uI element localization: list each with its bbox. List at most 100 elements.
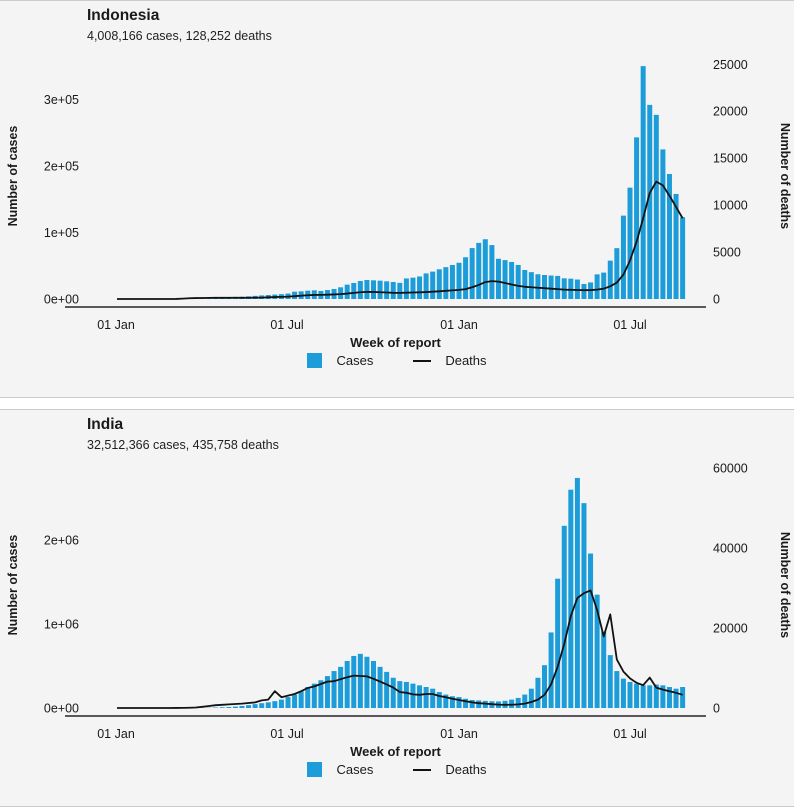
cases-legend-label: Cases: [336, 762, 374, 777]
right-axis-tick-label: 20000: [713, 622, 748, 636]
case-bar: [495, 258, 501, 299]
chart-title: India: [87, 416, 124, 433]
chart-subtitle: 4,008,166 cases, 128,252 deaths: [87, 29, 272, 43]
x-axis-tick-label: 01 Jul: [613, 727, 646, 741]
x-axis-tick-label: 01 Jan: [97, 318, 135, 332]
case-bar: [620, 215, 626, 299]
case-bar: [344, 284, 350, 299]
case-bar: [620, 678, 626, 708]
right-axis-tick-label: 10000: [713, 199, 748, 213]
case-bar: [357, 653, 363, 708]
case-bar: [410, 277, 416, 299]
case-bar: [469, 248, 475, 299]
case-bar: [489, 245, 495, 299]
case-bar: [660, 149, 666, 299]
case-bar: [522, 694, 528, 708]
case-bar: [653, 684, 659, 708]
deaths-line: [117, 589, 683, 709]
case-bar: [430, 688, 436, 708]
left-axis-title: Number of cases: [6, 126, 20, 227]
case-bar: [344, 660, 350, 708]
cases-legend-swatch: [307, 762, 323, 777]
case-bar: [443, 694, 449, 708]
case-bar: [338, 666, 344, 708]
case-bar: [476, 242, 482, 299]
case-bar: [528, 688, 534, 708]
case-bar: [259, 703, 265, 708]
right-axis-title: Number of deaths: [778, 123, 792, 229]
case-bar: [285, 697, 291, 708]
case-bar: [522, 270, 528, 299]
case-bar: [647, 104, 653, 299]
case-bar: [443, 267, 449, 299]
case-bar: [568, 489, 574, 708]
x-axis-tick-label: 01 Jan: [97, 727, 135, 741]
case-bar: [417, 685, 423, 708]
left-axis-tick-label: 0e+00: [44, 293, 79, 307]
case-bar: [423, 687, 429, 708]
left-axis-title: Number of cases: [6, 535, 20, 636]
cases-bars: [173, 66, 686, 299]
case-bar: [680, 687, 686, 708]
right-axis-tick-label: 20000: [713, 105, 748, 119]
case-bar: [384, 671, 390, 708]
case-bar: [324, 676, 330, 708]
case-bar: [318, 680, 324, 708]
case-bar: [351, 282, 357, 299]
case-bar: [449, 696, 455, 708]
case-bar: [548, 632, 554, 708]
case-bar: [298, 691, 304, 708]
left-axis-tick-label: 1e+05: [44, 226, 79, 240]
case-bar: [456, 697, 462, 708]
case-bar: [246, 705, 252, 708]
case-bar: [561, 278, 567, 299]
case-bar: [673, 193, 679, 299]
case-bar: [278, 699, 284, 708]
case-bar: [660, 685, 666, 708]
case-bar: [542, 665, 547, 708]
case-bar: [265, 702, 271, 708]
cases-legend-swatch: [307, 353, 323, 368]
right-axis-tick-label: 15000: [713, 152, 748, 166]
case-bar: [614, 671, 620, 708]
case-bar: [397, 681, 403, 708]
case-bar: [377, 666, 383, 708]
x-axis-tick-label: 01 Jul: [270, 318, 303, 332]
case-bar: [555, 275, 561, 299]
chart-subtitle: 32,512,366 cases, 435,758 deaths: [87, 438, 279, 452]
deaths-line: [117, 180, 684, 300]
deaths-legend-line: [413, 768, 432, 771]
case-bar: [634, 683, 640, 708]
case-bar: [463, 698, 469, 708]
case-bar: [653, 114, 659, 299]
case-bar: [364, 279, 370, 299]
right-axis-tick-label: 60000: [713, 462, 748, 476]
case-bar: [213, 707, 219, 708]
case-bar: [252, 704, 258, 708]
case-bar: [430, 271, 436, 299]
chart-panel-india: India 32,512,366 cases, 435,758 deaths 0…: [0, 409, 794, 807]
case-bar: [509, 261, 515, 299]
case-bar: [469, 700, 475, 708]
case-bar: [601, 631, 607, 708]
case-bar: [239, 705, 245, 708]
case-bar: [384, 281, 390, 299]
case-bar: [436, 269, 442, 299]
case-bar: [390, 281, 396, 299]
case-bar: [535, 274, 541, 299]
case-bar: [338, 287, 344, 299]
case-bar: [476, 700, 482, 708]
deaths-legend-label: Deaths: [445, 353, 487, 368]
case-bar: [581, 283, 587, 299]
left-axis-tick-label: 2e+06: [44, 534, 79, 548]
left-axis-tick-label: 1e+06: [44, 618, 79, 632]
case-bar: [627, 681, 633, 708]
case-bar: [371, 660, 376, 708]
case-bar: [292, 694, 298, 708]
case-bar: [594, 274, 600, 299]
case-bar: [219, 707, 225, 708]
case-bar: [561, 525, 567, 708]
case-bar: [272, 701, 278, 708]
case-bar: [351, 655, 357, 708]
deaths-legend-line: [413, 359, 432, 362]
